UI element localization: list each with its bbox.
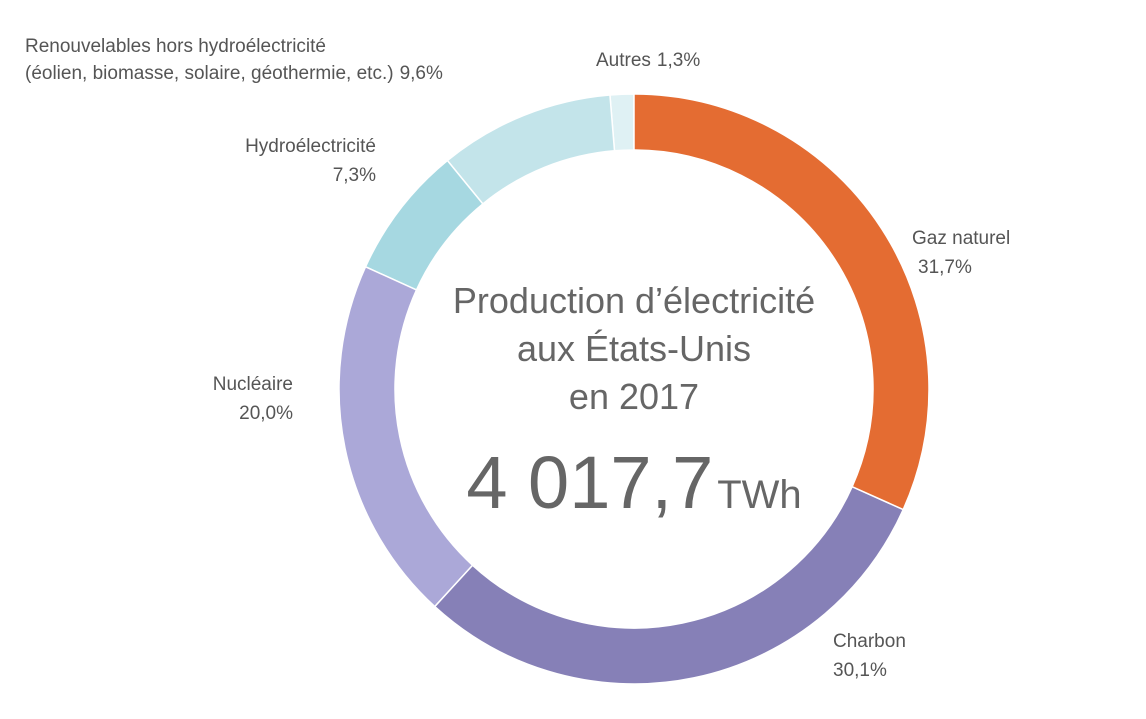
label-line: Renouvelables hors hydroélectricité xyxy=(25,36,326,57)
category-label: Hydroélectricité xyxy=(245,136,376,157)
total-value: 4 017,7 xyxy=(466,441,713,524)
title-line: Production d’électricité xyxy=(453,280,815,321)
value-label: 30,1% xyxy=(833,660,887,681)
title-line: aux États-Unis xyxy=(517,328,751,369)
value-label: 1,3% xyxy=(657,50,700,71)
category-label: Renouvelables hors hydroélectricité (éoli… xyxy=(25,36,394,84)
value-label: 7,3% xyxy=(333,165,376,186)
value-label: 9,6% xyxy=(400,63,443,84)
category-label: Autres xyxy=(596,50,651,71)
donut-segment xyxy=(338,265,474,608)
value-label: 31,7% xyxy=(918,257,972,278)
total-unit: TWh xyxy=(717,473,801,517)
category-label: Nucléaire xyxy=(213,374,293,395)
donut-segment xyxy=(446,94,616,205)
donut-segment xyxy=(364,159,484,291)
donut-segment xyxy=(433,485,905,685)
value-label: 20,0% xyxy=(239,403,293,424)
category-label: Charbon xyxy=(833,631,906,652)
donut-segment xyxy=(633,93,930,511)
label-line: (éolien, biomasse, solaire, géothermie, … xyxy=(25,63,394,84)
title-line: en 2017 xyxy=(569,376,699,417)
category-label: Gaz naturel xyxy=(912,228,1010,249)
total: 4 017,7 TWh xyxy=(466,441,801,524)
